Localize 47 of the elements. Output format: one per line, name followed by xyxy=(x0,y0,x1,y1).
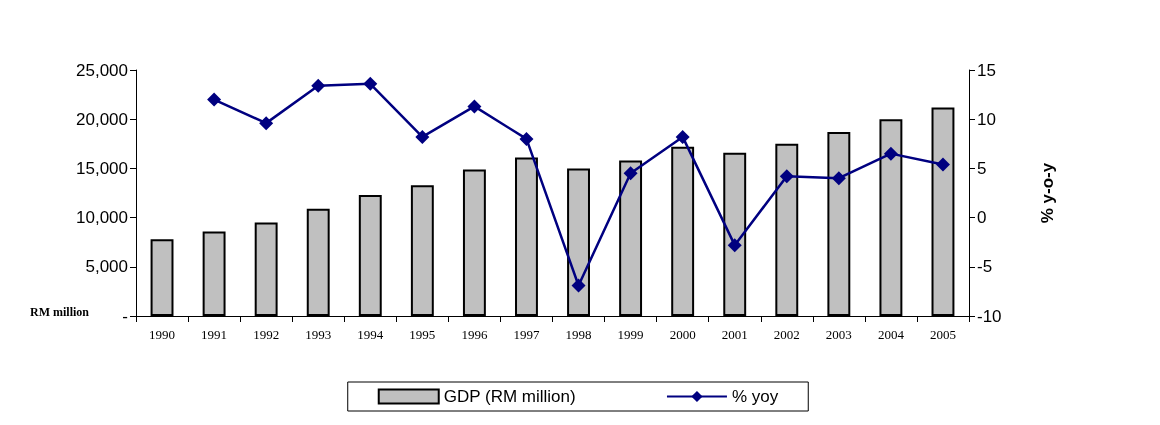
x-tick-label: 1995 xyxy=(409,327,436,342)
y-tick-label: 5,000 xyxy=(85,257,128,277)
x-tick-label: 2003 xyxy=(825,327,852,342)
legend-label: GDP (RM million) xyxy=(443,387,576,406)
y2-tick-label: -10 xyxy=(977,306,1002,326)
x-tick-label: 2004 xyxy=(877,327,905,342)
y2-axis-title: % y-o-y xyxy=(1038,162,1057,224)
y-tick-label: 25,000 xyxy=(76,60,128,80)
x-tick-label: 1999 xyxy=(617,327,644,342)
point xyxy=(571,278,586,293)
point xyxy=(831,171,846,186)
y2-tick-label: 0 xyxy=(977,208,987,228)
x-tick-label: 1992 xyxy=(253,327,280,342)
y-tick-label: 10,000 xyxy=(76,208,128,228)
x-tick-label: 2002 xyxy=(773,327,800,342)
legend-label: % yoy xyxy=(731,387,779,406)
x-tick-label: 2001 xyxy=(721,327,748,342)
y-tick-label: - xyxy=(122,306,128,326)
y2-tick-label: 10 xyxy=(977,109,996,129)
point xyxy=(623,166,638,181)
x-tick-label: 1997 xyxy=(513,327,540,342)
x-tick-label: 1993 xyxy=(305,327,332,342)
point xyxy=(415,129,430,144)
point xyxy=(779,169,794,184)
point xyxy=(207,92,222,107)
point xyxy=(311,78,326,93)
point xyxy=(519,131,534,146)
point xyxy=(727,238,742,253)
point xyxy=(883,146,898,161)
y-tick-label: 15,000 xyxy=(76,158,128,178)
x-tick-label: 2000 xyxy=(669,327,696,342)
x-tick-label: 1998 xyxy=(565,327,592,342)
x-tick-label: 1996 xyxy=(461,327,488,342)
x-tick-label: 1991 xyxy=(201,327,228,342)
x-tick-label: 1990 xyxy=(149,327,176,342)
y2-tick-label: -5 xyxy=(977,257,993,277)
point xyxy=(467,99,482,114)
x-tick-label: 1994 xyxy=(357,327,384,342)
point xyxy=(675,129,690,144)
point xyxy=(935,157,950,172)
y-axis-title: RM million xyxy=(30,305,90,319)
x-tick-label: 2005 xyxy=(929,327,956,342)
point xyxy=(259,116,274,131)
y-tick-label: 20,000 xyxy=(76,109,128,129)
y2-tick-label: 5 xyxy=(977,158,987,178)
point xyxy=(363,76,378,91)
y2-tick-label: 15 xyxy=(977,60,996,80)
